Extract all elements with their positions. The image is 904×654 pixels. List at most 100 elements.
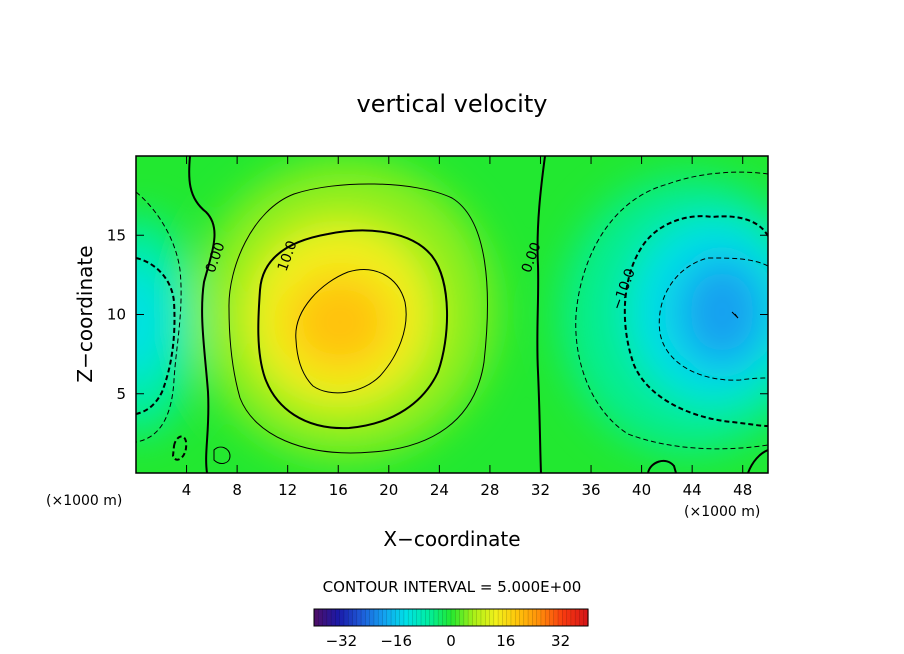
contour-corner-right [747, 449, 768, 473]
downdraft-core-fill [677, 257, 767, 367]
colorbar-swatch [528, 609, 533, 626]
x-unit-right: (×1000 m) [684, 504, 760, 520]
colorbar-swatch [463, 609, 469, 626]
colorbar-swatch [369, 609, 375, 626]
colorbar-swatch [523, 609, 529, 626]
contour-neg10-left [136, 257, 176, 415]
contour-small-mid [213, 446, 231, 464]
colorbar-swatch [455, 609, 461, 626]
colorbar-swatch [540, 609, 546, 626]
y-tick-label: 5 [116, 385, 126, 403]
colorbar-swatch [553, 609, 559, 626]
colorbar-swatch [421, 609, 426, 626]
colorbar-swatch [579, 609, 585, 626]
colorbar-swatch [451, 609, 456, 626]
x-tick-label: 28 [480, 481, 499, 499]
contour-interval-label: CONTOUR INTERVAL = 5.000E+00 [323, 578, 582, 596]
contour-neg10-right [623, 215, 768, 427]
colorbar-swatch [510, 609, 516, 626]
chart-title: vertical velocity [357, 90, 548, 118]
colorbar-swatch [382, 609, 388, 626]
colorbar-swatch [361, 609, 366, 626]
colorbar-swatch [545, 609, 551, 626]
colorbar-swatch [480, 609, 486, 626]
colorbar-swatch [335, 609, 341, 626]
colorbar-tick-label: 0 [446, 632, 456, 650]
colorbar-swatch [536, 609, 542, 626]
x-axis-label: X−coordinate [383, 527, 520, 551]
left-edge-fill [136, 215, 198, 435]
colorbar-swatch [356, 609, 362, 626]
y-tick-label: 10 [107, 306, 126, 324]
colorbar-swatch [472, 609, 478, 626]
colorbar-swatch [515, 609, 521, 626]
colorbar [313, 608, 589, 627]
contour-zero-right [536, 156, 546, 473]
colorbar-swatch [583, 609, 589, 626]
colorbar-tick-label: 16 [496, 632, 515, 650]
colorbar-swatch [322, 609, 328, 626]
colorbar-tick-label: −16 [380, 632, 412, 650]
colorbar-swatch [493, 609, 499, 626]
colorbar-swatch [314, 609, 319, 626]
colorbar-swatch [352, 609, 358, 626]
colorbar-swatch [339, 609, 345, 626]
colorbar-swatch [506, 609, 512, 626]
colorbar-swatch [476, 609, 482, 626]
x-tick-label: 24 [430, 481, 449, 499]
colorbar-swatch [343, 609, 349, 626]
colorbar-swatch [575, 609, 581, 626]
colorbar-swatch [429, 609, 435, 626]
y-tick-label: 15 [107, 226, 126, 244]
colorbar-swatch [318, 609, 324, 626]
contour-neg5-left [136, 191, 182, 443]
colorbar-swatch [395, 609, 401, 626]
colorbar-swatch [566, 609, 572, 626]
colorbar-frame [313, 608, 589, 627]
x-tick-label: 12 [278, 481, 297, 499]
colorbar-swatch [386, 609, 392, 626]
contour-small-bottom-right [647, 459, 677, 473]
colorbar-ticks: −32 −16 0 16 32 [326, 632, 571, 650]
colorbar-swatch [348, 609, 354, 626]
x-tick-label: 4 [182, 481, 192, 499]
colorbar-swatch [442, 609, 448, 626]
x-tick-label: 48 [733, 481, 752, 499]
x-tick-label: 32 [531, 481, 550, 499]
x-unit-left: (×1000 m) [46, 493, 122, 509]
colorbar-swatch [459, 609, 465, 626]
colorbar-tick-label: −32 [326, 632, 358, 650]
colorbar-swatch [468, 609, 474, 626]
contour-5-updraft [228, 183, 488, 454]
x-tick-label: 40 [632, 481, 651, 499]
colorbar-swatch [438, 609, 444, 626]
x-tick-label: 44 [683, 481, 702, 499]
colorbar-swatch [446, 609, 452, 626]
colorbar-swatch [562, 609, 568, 626]
x-tick-label: 20 [379, 481, 398, 499]
x-axis: 4 8 12 16 20 24 28 32 36 40 44 48 [182, 156, 752, 499]
colorbar-swatch [326, 609, 332, 626]
contour-fill [136, 156, 768, 473]
x-tick-label: 36 [581, 481, 600, 499]
contour-small-left [171, 435, 188, 461]
contour-neg15-right [658, 257, 768, 381]
contour-zero-left [188, 156, 216, 473]
colorbar-swatch [558, 609, 563, 626]
colorbar-swatch [412, 609, 418, 626]
colorbar-swatch [489, 609, 495, 626]
contour-neg5-right [575, 171, 768, 450]
y-axis: 5 10 15 [107, 226, 768, 403]
contour-15-updraft [295, 269, 407, 394]
colorbar-swatch [425, 609, 431, 626]
colorbar-swatch [391, 609, 396, 626]
left-edge-core-fill [136, 262, 166, 382]
colorbar-swatch [378, 609, 384, 626]
contour-downdraft-core [731, 311, 739, 319]
colorbar-swatch [433, 609, 439, 626]
colorbar-tick-label: 32 [551, 632, 570, 650]
colorbar-swatch [399, 609, 405, 626]
colorbar-swatch [403, 609, 409, 626]
colorbar-swatch [365, 609, 371, 626]
